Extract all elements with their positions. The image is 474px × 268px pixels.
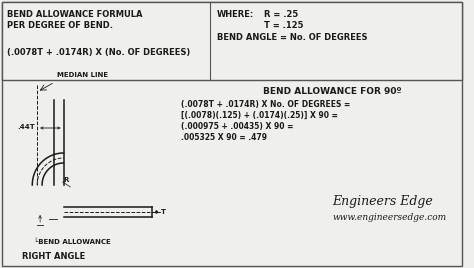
Text: T: T — [160, 209, 165, 215]
Text: WHERE:: WHERE: — [217, 10, 255, 19]
Text: T = .125: T = .125 — [264, 21, 304, 30]
Text: R = .25: R = .25 — [264, 10, 299, 19]
Text: BEND ALLOWANCE FORMULA: BEND ALLOWANCE FORMULA — [7, 10, 142, 19]
Text: └BEND ALLOWANCE: └BEND ALLOWANCE — [34, 238, 111, 245]
Text: Engineers Edge: Engineers Edge — [333, 195, 433, 208]
Text: BEND ALLOWANCE FOR 90º: BEND ALLOWANCE FOR 90º — [264, 87, 402, 96]
Bar — [2, 2, 462, 80]
Text: [(.0078)(.125) + (.0174)(.25)] X 90 =: [(.0078)(.125) + (.0174)(.25)] X 90 = — [181, 111, 338, 120]
Text: .44T: .44T — [18, 124, 35, 130]
Text: (.0078T + .0174R) X (No. OF DEGREES): (.0078T + .0174R) X (No. OF DEGREES) — [7, 48, 190, 57]
Text: RIGHT ANGLE: RIGHT ANGLE — [22, 252, 85, 261]
Text: (.000975 + .00435) X 90 =: (.000975 + .00435) X 90 = — [181, 122, 293, 131]
Text: .005325 X 90 = .479: .005325 X 90 = .479 — [181, 133, 267, 142]
Text: (.0078T + .0174R) X No. OF DEGREES =: (.0078T + .0174R) X No. OF DEGREES = — [181, 100, 350, 109]
Text: BEND ANGLE = No. OF DEGREES: BEND ANGLE = No. OF DEGREES — [217, 33, 368, 42]
Text: MEDIAN LINE: MEDIAN LINE — [57, 72, 108, 78]
Text: R: R — [64, 177, 69, 183]
Text: www.engineersedge.com: www.engineersedge.com — [333, 213, 447, 222]
Text: PER DEGREE OF BEND.: PER DEGREE OF BEND. — [7, 21, 113, 30]
